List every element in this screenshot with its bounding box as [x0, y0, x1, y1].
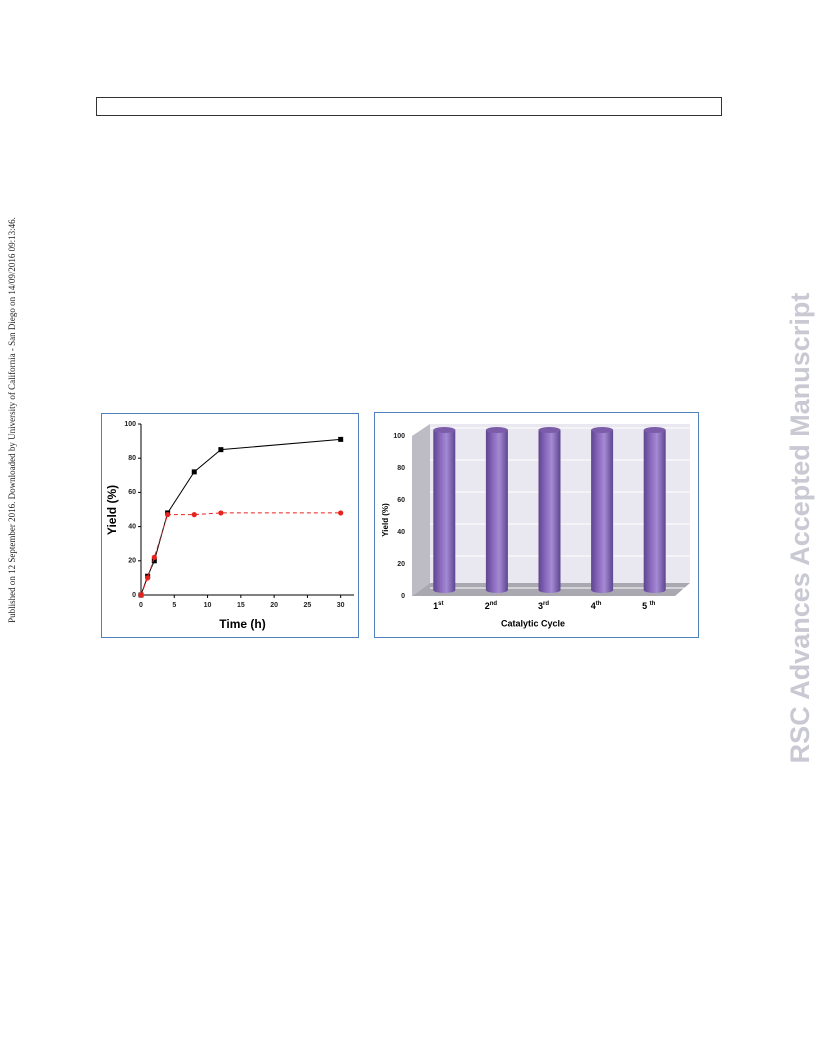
watermark: RSC Advances Accepted Manuscript [785, 293, 815, 764]
bar [485, 430, 508, 593]
header-box [96, 97, 722, 116]
y-tick-label: 0 [401, 593, 405, 600]
marker [151, 558, 157, 564]
y-axis-label: Yield (%) [105, 485, 119, 535]
y-tick-label: 60 [128, 489, 136, 496]
marker [338, 510, 344, 516]
marker [151, 554, 157, 560]
y-axis-label: Yield (%) [381, 503, 390, 537]
marker [138, 592, 144, 598]
y-tick-label: 0 [132, 592, 136, 599]
x-tick-label: 2nd [485, 601, 498, 612]
y-tick-label: 20 [128, 558, 136, 565]
marker [191, 469, 197, 475]
marker [145, 575, 151, 581]
x-tick-label: 5 th [642, 601, 656, 612]
bar [433, 430, 456, 593]
side-note: Published on 12 September 2016. Download… [7, 217, 17, 623]
bar-top [538, 427, 561, 433]
x-tick-label: 0 [139, 602, 143, 609]
x-tick-label: 20 [270, 602, 278, 609]
y-tick-label: 20 [397, 561, 405, 568]
marker [218, 447, 224, 453]
bar-top [591, 427, 614, 433]
y-tick-label: 80 [128, 455, 136, 462]
marker [191, 512, 197, 518]
x-tick-label: 15 [237, 602, 245, 609]
x-tick-label: 4th [591, 601, 602, 612]
x-axis-label: Time (h) [219, 617, 265, 631]
marker [338, 436, 344, 442]
marker [165, 512, 171, 518]
y-tick-label: 100 [393, 433, 405, 440]
x-tick-label: 25 [304, 602, 312, 609]
x-tick-label: 5 [172, 602, 176, 609]
marker [218, 510, 224, 516]
x-tick-label: 10 [204, 602, 212, 609]
x-tick-label: 30 [337, 602, 345, 609]
x-axis-label: Catalytic Cycle [501, 618, 565, 628]
x-tick-label: 1st [433, 601, 443, 612]
bar-top [433, 427, 456, 433]
bar-top [485, 427, 508, 433]
bar [591, 430, 614, 593]
y-tick-label: 40 [128, 523, 136, 530]
y-tick-label: 80 [397, 465, 405, 472]
figure-panel [101, 413, 359, 638]
y-tick-label: 40 [397, 529, 405, 536]
x-tick-label: 3rd [538, 601, 549, 612]
y-tick-label: 100 [124, 421, 136, 428]
side-wall [412, 424, 430, 596]
y-tick-label: 60 [397, 497, 405, 504]
bar-top [643, 427, 666, 433]
bar [643, 430, 666, 593]
bar [538, 430, 561, 593]
